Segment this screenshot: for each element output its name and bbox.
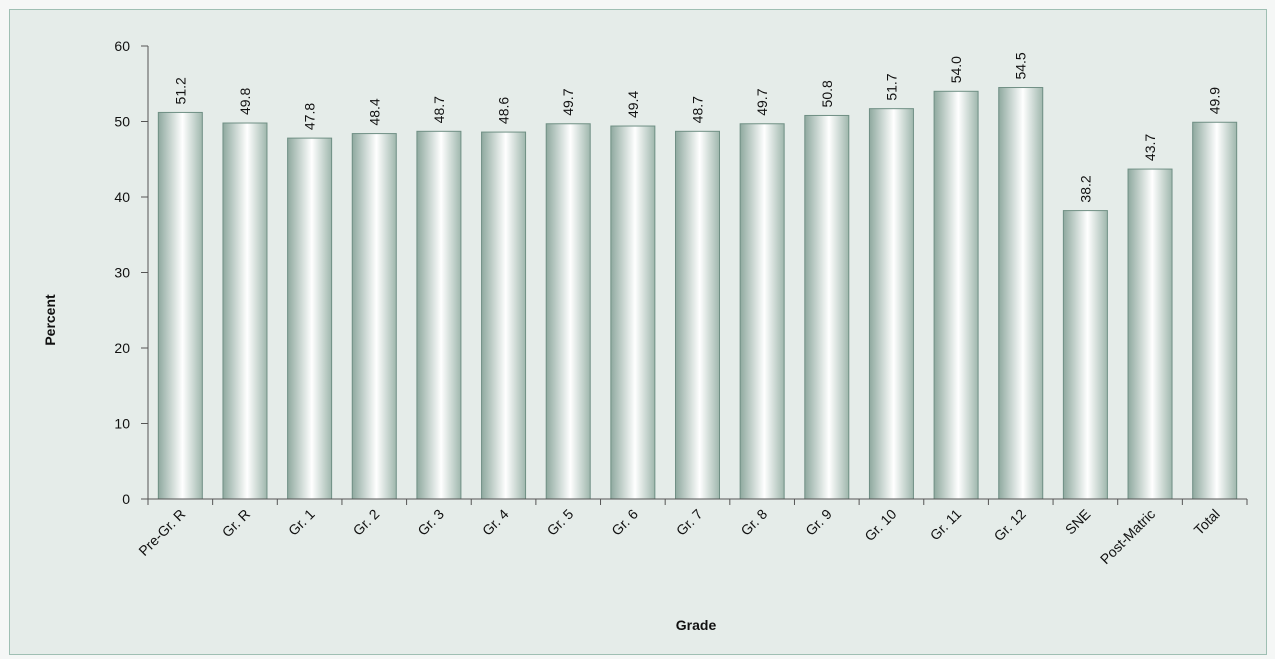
data-label: 48.7	[690, 96, 706, 123]
data-label: 49.7	[754, 88, 770, 115]
bar	[222, 122, 268, 500]
y-tick-label: 10	[114, 416, 130, 432]
data-label: 47.8	[302, 103, 318, 130]
x-tick-label: Gr. 7	[673, 506, 706, 539]
y-tick-label: 30	[114, 265, 130, 281]
data-label: 48.4	[366, 98, 382, 125]
data-label: 51.7	[883, 73, 899, 100]
x-tick-label: Gr. 4	[479, 506, 512, 539]
x-axis: Pre-Gr. R Gr. R Gr. 1 Gr. 2 Gr. 3 Gr. 4 Gr. 5 G…	[135, 498, 1248, 567]
x-axis-title: Grade	[676, 617, 717, 633]
y-tick-label: 0	[122, 491, 130, 507]
bar	[287, 137, 333, 500]
bar	[545, 123, 591, 500]
data-label: 49.9	[1207, 87, 1223, 114]
bar	[933, 90, 979, 500]
bars: 51.2 49.8 47.8 48.4 48.7 48.6 49.7 49.4 48.7 49.7…	[157, 52, 1238, 500]
bar	[610, 125, 656, 500]
y-axis-title: Percent	[42, 294, 58, 346]
x-tick-label: Gr. 5	[544, 506, 577, 539]
bar	[868, 108, 914, 500]
data-label: 48.7	[431, 96, 447, 123]
bar	[157, 111, 203, 500]
data-label: 54.0	[948, 56, 964, 83]
bar	[1192, 121, 1238, 500]
y-tick-label: 60	[114, 38, 130, 54]
bar	[1127, 168, 1173, 500]
data-label: 50.8	[819, 80, 835, 107]
y-tick-label: 40	[114, 189, 130, 205]
data-label: 43.7	[1142, 134, 1158, 161]
bar	[416, 130, 462, 500]
data-label: 38.2	[1077, 175, 1093, 202]
x-tick-label: Gr. R	[219, 506, 253, 540]
data-label: 49.8	[237, 88, 253, 115]
y-tick-label: 20	[114, 340, 130, 356]
data-label: 54.5	[1013, 52, 1029, 79]
x-tick-label: Pre-Gr. R	[135, 506, 188, 559]
data-label: 49.7	[560, 88, 576, 115]
x-tick-label: Gr. 11	[927, 506, 965, 544]
data-label: 48.6	[496, 97, 512, 124]
x-tick-label: Gr. 1	[285, 506, 318, 539]
y-tick-label: 50	[114, 114, 130, 130]
data-label: 51.2	[172, 77, 188, 104]
bar	[675, 130, 720, 500]
x-tick-label: Gr. 9	[802, 506, 835, 539]
x-tick-label: Post-Matric	[1097, 506, 1158, 567]
x-tick-label: Gr. 2	[350, 506, 383, 539]
x-tick-label: Gr. 12	[991, 506, 1029, 544]
x-tick-label: Gr. 3	[414, 506, 447, 539]
x-tick-label: SNE	[1062, 506, 1094, 538]
bar	[1062, 210, 1108, 500]
bar	[351, 133, 397, 500]
data-label: 49.4	[625, 91, 641, 118]
bar	[998, 87, 1044, 500]
bar	[804, 114, 850, 500]
x-tick-label: Gr. 8	[737, 506, 770, 539]
x-tick-label: Gr. 6	[608, 506, 641, 539]
y-axis: 0 10 20 30 40 50 60	[114, 38, 149, 507]
bar	[739, 123, 785, 500]
x-tick-label: Total	[1191, 506, 1223, 538]
bar	[481, 131, 527, 500]
x-tick-label: Gr. 10	[861, 506, 899, 544]
